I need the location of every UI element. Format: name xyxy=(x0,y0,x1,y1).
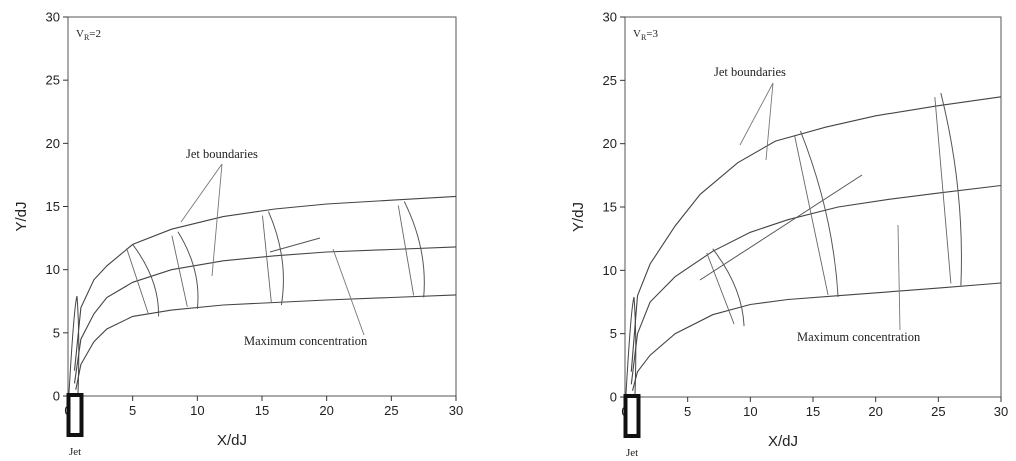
y-tick-label: 0 xyxy=(53,389,60,404)
x-tick-label: 10 xyxy=(743,404,757,419)
y-tick-label: 25 xyxy=(46,73,60,88)
x-tick-label: 25 xyxy=(384,403,398,418)
x-tick-label: 30 xyxy=(449,403,463,418)
profile-line-2 xyxy=(171,235,188,307)
y-tick-label: 10 xyxy=(46,262,60,277)
parameter-value: =3 xyxy=(646,28,658,40)
y-tick-label: 5 xyxy=(53,325,60,340)
y-tick-label: 10 xyxy=(603,263,617,278)
y-tick-label: 30 xyxy=(603,10,617,25)
profile-curve-2 xyxy=(800,130,839,297)
maximum-marker xyxy=(269,237,321,253)
jet-label: Jet xyxy=(626,447,638,459)
parameter-label: VR=2 xyxy=(76,28,101,42)
profile-line-4 xyxy=(397,205,415,296)
y-tick-label: 15 xyxy=(46,199,60,214)
profile-curve-1 xyxy=(132,244,160,317)
jet-nozzle xyxy=(66,393,84,437)
parameter-symbol: V xyxy=(633,28,641,40)
series-line-2 xyxy=(73,246,457,384)
x-tick-label: 30 xyxy=(994,404,1008,419)
maximum-pointer xyxy=(897,224,901,331)
annotation-jet-boundaries: Jet boundaries xyxy=(714,65,786,79)
x-tick-label: 5 xyxy=(684,404,691,419)
series-line-3 xyxy=(75,294,457,390)
profile-line-1 xyxy=(706,252,735,325)
x-axis-label: X/dJ xyxy=(217,432,247,449)
profile-line-1 xyxy=(126,248,149,315)
parameter-subscript: R xyxy=(641,33,647,42)
series-line-1 xyxy=(630,96,1002,372)
series-line-3 xyxy=(631,282,1002,391)
x-tick-label: 20 xyxy=(868,404,882,419)
jet-label: Jet xyxy=(69,446,81,458)
y-tick-label: 20 xyxy=(603,136,617,151)
profile-curve-4 xyxy=(403,201,425,298)
profile-line-3 xyxy=(934,96,952,284)
y-tick-label: 15 xyxy=(603,200,617,215)
profile-curve-3 xyxy=(940,92,962,286)
y-tick-label: 30 xyxy=(46,10,60,25)
jet-nozzle xyxy=(623,394,641,438)
profile-line-3 xyxy=(262,215,272,304)
x-tick-label: 10 xyxy=(190,403,204,418)
parameter-symbol: V xyxy=(76,28,84,40)
y-tick-label: 20 xyxy=(46,136,60,151)
parameter-value: =2 xyxy=(89,28,101,40)
annotation-maximum-concentration: Maximum concentration xyxy=(797,330,921,344)
x-tick-label: 15 xyxy=(806,404,820,419)
boundary-pointer-1 xyxy=(739,82,774,146)
boundary-pointer-1 xyxy=(180,163,223,223)
y-tick-label: 25 xyxy=(603,73,617,88)
y-axis-label: Y/dJ xyxy=(570,202,587,232)
series-line-1 xyxy=(73,195,457,371)
annotation-maximum-concentration: Maximum concentration xyxy=(244,334,368,348)
profile-curve-1 xyxy=(712,248,745,327)
x-tick-label: 20 xyxy=(319,403,333,418)
annotation-jet-boundaries: Jet boundaries xyxy=(186,147,258,161)
y-tick-label: 5 xyxy=(610,326,617,341)
y-tick-label: 0 xyxy=(610,390,617,405)
x-axis-label: X/dJ xyxy=(768,433,798,450)
x-tick-label: 15 xyxy=(255,403,269,418)
boundary-pointer-2 xyxy=(765,82,774,161)
jet-core-curve xyxy=(68,295,80,394)
profile-curve-3 xyxy=(268,211,284,306)
series-line-2 xyxy=(630,184,1002,385)
x-tick-label: 25 xyxy=(931,404,945,419)
y-axis-label: Y/dJ xyxy=(13,201,30,231)
parameter-subscript: R xyxy=(84,33,90,42)
profile-line-2 xyxy=(794,134,829,296)
maximum-marker xyxy=(699,174,863,281)
jet-core-curve xyxy=(625,296,637,395)
parameter-label: VR=3 xyxy=(633,28,659,42)
chart-panel-1: 051015202530051015202530X/dJY/dJVR=2JetJ… xyxy=(13,10,463,459)
boundary-pointer-2 xyxy=(211,163,223,277)
x-tick-label: 5 xyxy=(129,403,136,418)
profile-curve-2 xyxy=(177,231,199,309)
maximum-pointer xyxy=(332,248,365,336)
chart-panel-2: 051015202530051015202530X/dJY/dJVR=3JetJ… xyxy=(570,10,1008,460)
